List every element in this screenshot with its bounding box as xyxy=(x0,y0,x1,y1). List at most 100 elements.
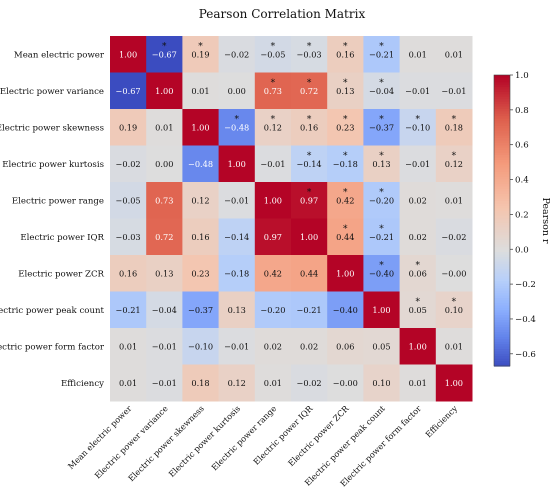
colorbar-segment xyxy=(494,310,510,314)
cell-value-label: 0.12 xyxy=(228,378,246,388)
cell-value-label: 1.00 xyxy=(372,305,390,315)
heatmap-cell xyxy=(363,36,401,73)
heatmap-cell xyxy=(327,364,364,402)
colorbar-segment xyxy=(494,164,510,168)
colorbar-segment xyxy=(494,300,510,304)
cell-value-label: −0.37 xyxy=(188,305,213,315)
colorbar-tick-label: 0.6 xyxy=(515,141,529,151)
cell-value-label: −0.67 xyxy=(116,86,141,96)
colorbar-segment xyxy=(494,261,510,265)
cell-value-label: −0.40 xyxy=(369,268,394,278)
cell-value-label: 1.00 xyxy=(445,378,463,388)
colorbar-segment xyxy=(494,184,510,188)
row-label: Mean electric power xyxy=(14,50,105,60)
colorbar-segment xyxy=(494,128,510,132)
colorbar-segment xyxy=(494,138,510,142)
heatmap-cell xyxy=(146,36,183,73)
colorbar-segment xyxy=(494,150,510,154)
heatmap-cell xyxy=(182,364,220,402)
colorbar-segment xyxy=(494,259,510,263)
cell-value-label: 0.01 xyxy=(409,378,427,388)
significance-marker: * xyxy=(452,152,457,162)
heatmap-cell xyxy=(218,72,256,110)
colorbar-segment xyxy=(494,329,510,333)
colorbar-segment xyxy=(494,152,510,156)
row-label: Electric power kurtosis xyxy=(2,160,104,170)
significance-marker: * xyxy=(343,225,348,235)
heatmap-cell xyxy=(399,145,437,183)
colorbar-tick-label: 0.0 xyxy=(515,245,529,255)
cell-value-label: 1.00 xyxy=(409,341,427,351)
cell-value-label: 0.01 xyxy=(155,122,173,132)
column-label: Electric power variance xyxy=(92,403,169,480)
cell-value-label: −0.02 xyxy=(224,49,249,59)
heatmap-cell xyxy=(218,218,256,256)
colorbar-segment xyxy=(494,191,510,195)
colorbar-segment xyxy=(494,113,510,117)
colorbar-segment xyxy=(494,332,510,336)
heatmap-cell xyxy=(363,109,401,146)
colorbar-segment xyxy=(494,220,510,224)
heatmap-cell xyxy=(435,36,473,73)
cell-value-label: 0.02 xyxy=(409,232,427,242)
cell-value-label: 0.12 xyxy=(191,195,209,205)
heatmap-cell xyxy=(327,218,364,256)
colorbar-segment xyxy=(494,242,510,246)
heatmap-cell xyxy=(363,364,401,402)
colorbar-segment xyxy=(494,116,510,120)
heatmap-cell xyxy=(254,36,292,73)
significance-marker: * xyxy=(307,152,312,162)
heatmap-cell xyxy=(254,291,292,329)
colorbar-segment xyxy=(494,295,510,299)
cell-value-label: 0.02 xyxy=(264,341,282,351)
colorbar-segment xyxy=(494,256,510,260)
colorbar-segment xyxy=(494,244,510,248)
heatmap-cell xyxy=(218,291,256,329)
colorbar-segment xyxy=(494,111,510,115)
heatmap-cell xyxy=(146,255,183,292)
cell-value-label: 1.00 xyxy=(300,232,318,242)
significance-marker: * xyxy=(452,115,457,125)
heatmap-cell xyxy=(399,364,437,402)
colorbar-segment xyxy=(494,356,510,360)
heatmap-cell xyxy=(110,36,147,73)
colorbar-segment xyxy=(494,215,510,219)
cell-value-label: 0.23 xyxy=(336,122,354,132)
column-label: Electric power range xyxy=(209,403,278,472)
colorbar-segment xyxy=(494,140,510,144)
heatmap-cell xyxy=(363,145,401,183)
colorbar-segment xyxy=(494,285,510,289)
colorbar-segment xyxy=(494,341,510,345)
cell-value-label: 0.10 xyxy=(445,305,463,315)
cell-value-label: 0.02 xyxy=(409,195,427,205)
significance-marker: * xyxy=(343,188,348,198)
significance-marker: * xyxy=(379,225,384,235)
cell-value-label: −0.20 xyxy=(260,305,285,315)
significance-marker: * xyxy=(379,261,384,271)
row-label: Electric power peak count xyxy=(0,306,105,316)
heatmap-cell xyxy=(363,72,401,110)
cell-value-label: −0.10 xyxy=(188,341,213,351)
heatmap-cell xyxy=(399,72,437,110)
column-label: Electric power IQR xyxy=(251,403,315,467)
colorbar-segment xyxy=(494,203,510,207)
colorbar-segment xyxy=(494,227,510,231)
heatmap-cell xyxy=(327,72,364,110)
heatmap-cell xyxy=(254,364,292,402)
significance-marker: * xyxy=(343,79,348,89)
heatmap-cell xyxy=(435,364,473,402)
cell-value-label: 0.06 xyxy=(409,268,427,278)
colorbar-segment xyxy=(494,125,510,129)
cell-value-label: −0.14 xyxy=(224,232,249,242)
heatmap-cell xyxy=(435,182,473,219)
cell-value-label: 0.01 xyxy=(445,49,463,59)
significance-marker: * xyxy=(343,42,348,52)
significance-marker: * xyxy=(307,79,312,89)
cell-value-label: 1.00 xyxy=(155,86,173,96)
column-label: Electric power kurtosis xyxy=(166,403,242,479)
cell-value-label: −0.01 xyxy=(152,378,177,388)
cell-value-label: 0.01 xyxy=(445,195,463,205)
colorbar-segment xyxy=(494,339,510,343)
